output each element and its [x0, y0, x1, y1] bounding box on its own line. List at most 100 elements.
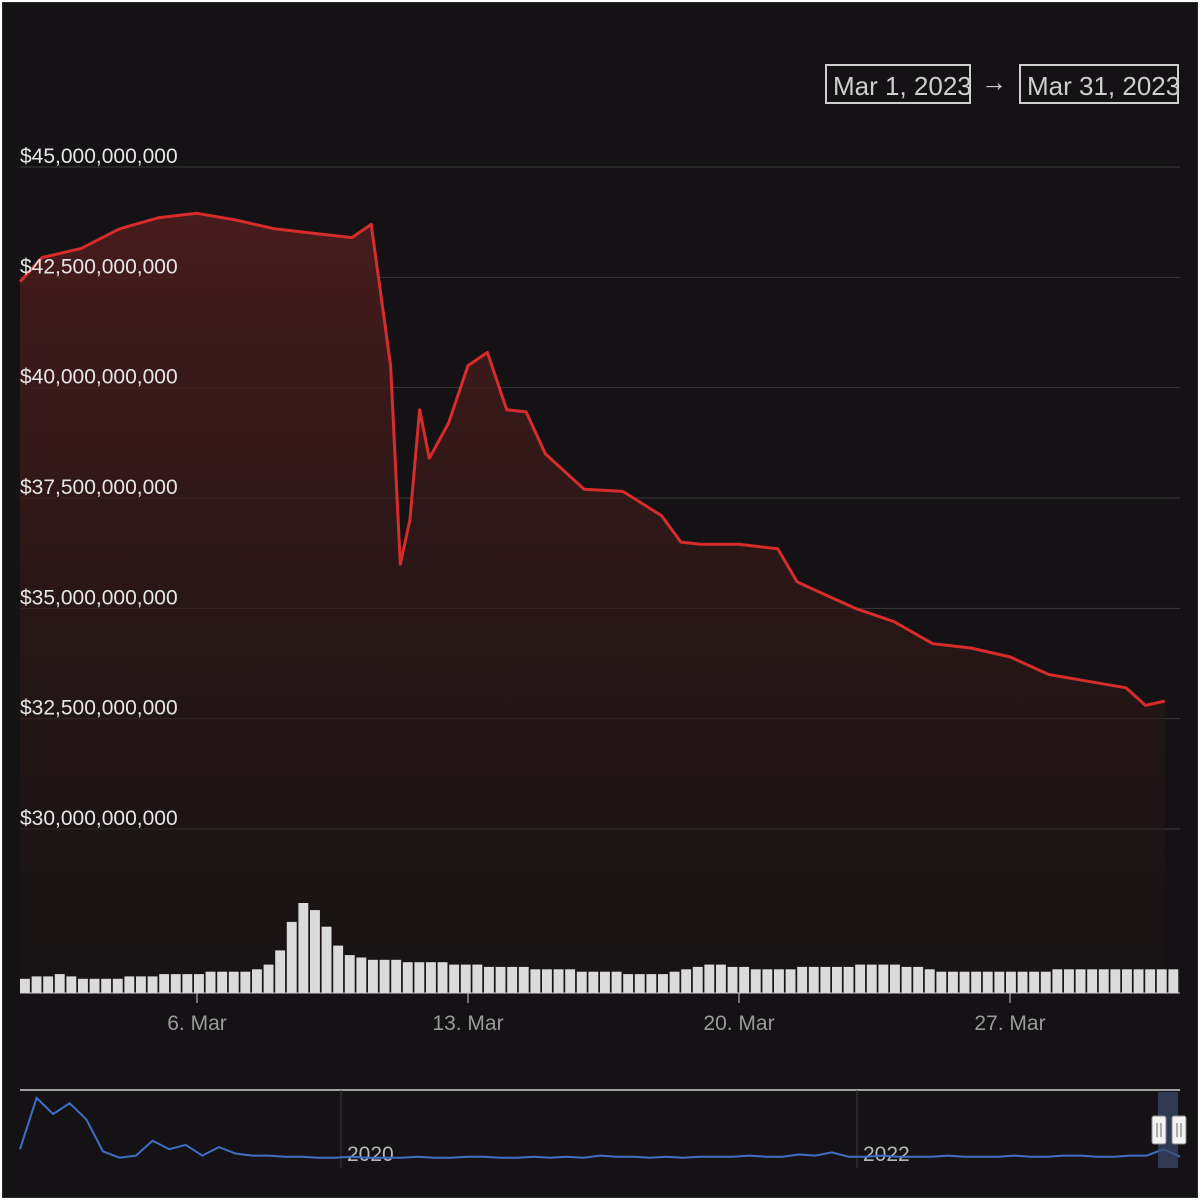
volume-bar — [658, 974, 668, 993]
range-to-input[interactable]: Mar 31, 2023 — [1019, 64, 1180, 104]
volume-bar — [1075, 969, 1086, 993]
volume-bar — [1133, 969, 1144, 993]
volume-bar — [252, 969, 262, 993]
volume-bar — [124, 976, 135, 993]
volume-bar — [530, 969, 541, 993]
volume-bar — [994, 971, 1005, 993]
volume-bar — [194, 974, 204, 993]
volume-bar — [692, 966, 703, 993]
volume-bar — [1029, 971, 1040, 993]
volume-bar — [495, 966, 506, 993]
volume-bar — [217, 971, 228, 993]
volume-bar — [368, 959, 378, 993]
price-area — [20, 213, 1165, 991]
volume-bar — [1168, 969, 1179, 993]
volume-bar — [901, 966, 912, 993]
volume-bar — [20, 978, 30, 993]
y-tick-label: $32,500,000,000 — [20, 697, 178, 720]
volume-bar — [136, 976, 146, 993]
volume-bar — [310, 910, 320, 993]
volume-bar — [240, 971, 251, 993]
volume-bar — [112, 978, 123, 993]
x-tick-label: 27. Mar — [974, 1012, 1045, 1035]
x-tick-label: 20. Mar — [703, 1012, 774, 1035]
volume-bar — [414, 962, 425, 993]
y-tick-label: $35,000,000,000 — [20, 586, 178, 609]
volume-bar — [576, 971, 587, 993]
volume-bar — [159, 974, 170, 993]
volume-bar — [101, 978, 112, 993]
volume-bar — [878, 964, 889, 993]
volume-bar — [681, 969, 692, 993]
navigator-tick-label: 2020 — [347, 1143, 394, 1166]
volume-bar — [820, 966, 831, 993]
volume-bar — [356, 957, 367, 993]
volume-bar — [460, 964, 471, 993]
volume-bar — [1064, 969, 1074, 993]
volume-bar — [472, 964, 483, 993]
y-tick-label: $30,000,000,000 — [20, 807, 178, 830]
volume-bar — [205, 971, 216, 993]
volume-bar — [426, 962, 436, 993]
volume-bar — [704, 964, 715, 993]
volume-bar — [391, 959, 402, 993]
volume-bar — [959, 971, 970, 993]
volume-bar — [1122, 969, 1132, 993]
volume-bar — [263, 964, 274, 993]
volume-bar — [43, 976, 54, 993]
volume-bar — [66, 976, 77, 993]
volume-bar — [518, 966, 529, 993]
volume-bar — [634, 974, 645, 993]
volume-bar — [275, 950, 286, 993]
range-from-input[interactable]: Mar 1, 2023 — [825, 64, 972, 104]
volume-bar — [611, 971, 622, 993]
y-tick-label: $45,000,000,000 — [20, 145, 178, 168]
volume-bar — [716, 964, 726, 993]
volume-bar — [402, 962, 413, 993]
volume-bar — [449, 964, 460, 993]
y-tick-label: $37,500,000,000 — [20, 476, 178, 499]
volume-bar — [948, 971, 958, 993]
volume-bar — [739, 966, 750, 993]
volume-bar — [298, 903, 309, 993]
volume-bar — [646, 974, 657, 993]
volume-bar — [333, 945, 344, 993]
volume-bar — [147, 976, 158, 993]
navigator-handle[interactable] — [1171, 1115, 1187, 1145]
volume-bar — [727, 966, 738, 993]
navigator-handle[interactable] — [1151, 1115, 1167, 1145]
y-tick-label: $42,500,000,000 — [20, 255, 178, 278]
navigator-tick-label: 2022 — [863, 1143, 910, 1166]
volume-bar — [89, 978, 100, 993]
volume-bar — [507, 966, 518, 993]
volume-bar — [913, 966, 924, 993]
volume-bar — [553, 969, 564, 993]
volume-bar — [170, 974, 181, 993]
y-tick-label: $40,000,000,000 — [20, 366, 178, 389]
volume-bar — [855, 964, 866, 993]
volume-bar — [762, 969, 773, 993]
volume-bar — [785, 969, 796, 993]
volume-bar — [484, 966, 494, 993]
volume-bar — [1087, 969, 1098, 993]
volume-bar — [1156, 969, 1167, 993]
volume-bar — [286, 921, 297, 993]
volume-bar — [669, 971, 680, 993]
volume-bar — [600, 971, 610, 993]
navigator-line — [19, 1096, 1181, 1159]
volume-bar — [78, 978, 88, 993]
volume-bar — [843, 966, 854, 993]
x-tick-label: 6. Mar — [167, 1012, 227, 1035]
x-tick-label: 13. Mar — [432, 1012, 503, 1035]
volume-bar — [1110, 969, 1121, 993]
volume-bar — [971, 971, 982, 993]
volume-bar — [774, 969, 784, 993]
volume-bar — [982, 971, 993, 993]
volume-bar — [808, 966, 819, 993]
volume-bar — [542, 969, 552, 993]
volume-bar — [437, 962, 448, 993]
navigator-selection — [1158, 1092, 1178, 1168]
volume-bar — [750, 969, 761, 993]
volume-bar — [1017, 971, 1028, 993]
